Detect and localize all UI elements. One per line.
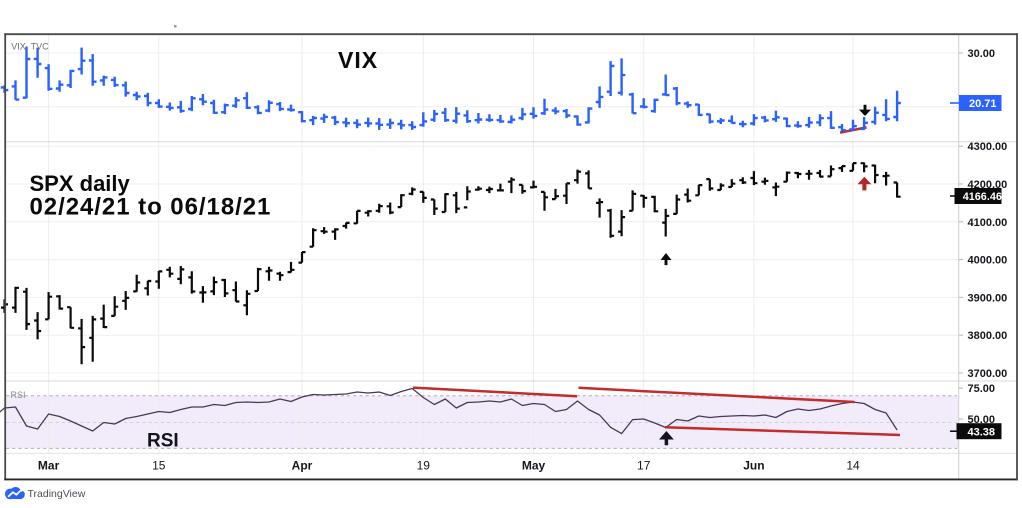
svg-text:43.38: 43.38	[968, 426, 996, 438]
svg-text:3800.00: 3800.00	[968, 330, 1008, 342]
svg-text:02/24/21 to 06/18/21: 02/24/21 to 06/18/21	[30, 194, 272, 221]
svg-text:3700.00: 3700.00	[968, 368, 1008, 380]
svg-text:RSI: RSI	[11, 390, 26, 400]
svg-text:15: 15	[152, 459, 166, 473]
svg-text:17: 17	[637, 459, 651, 473]
svg-text:RSI: RSI	[147, 431, 179, 452]
svg-text:May: May	[522, 459, 546, 473]
svg-text:VIX, TVC: VIX, TVC	[11, 41, 49, 51]
svg-text:Apr: Apr	[292, 459, 313, 473]
svg-text:75.00: 75.00	[968, 383, 996, 395]
svg-text:Jun: Jun	[743, 459, 764, 473]
svg-text:4300.00: 4300.00	[968, 141, 1008, 153]
svg-text:14: 14	[846, 459, 860, 473]
svg-text:4000.00: 4000.00	[968, 255, 1008, 267]
svg-text:VIX: VIX	[338, 47, 378, 73]
svg-text:4166.46: 4166.46	[963, 191, 1002, 203]
svg-text:50.00: 50.00	[968, 414, 996, 426]
svg-text:19: 19	[417, 459, 431, 473]
svg-text:20.71: 20.71	[969, 98, 997, 110]
svg-text:TradingView: TradingView	[28, 488, 86, 500]
svg-text:3900.00: 3900.00	[968, 292, 1008, 304]
svg-text:Mar: Mar	[38, 459, 60, 473]
svg-text:4100.00: 4100.00	[968, 217, 1008, 229]
svg-text:30.00: 30.00	[968, 48, 996, 60]
svg-text:SPX daily: SPX daily	[30, 171, 131, 196]
